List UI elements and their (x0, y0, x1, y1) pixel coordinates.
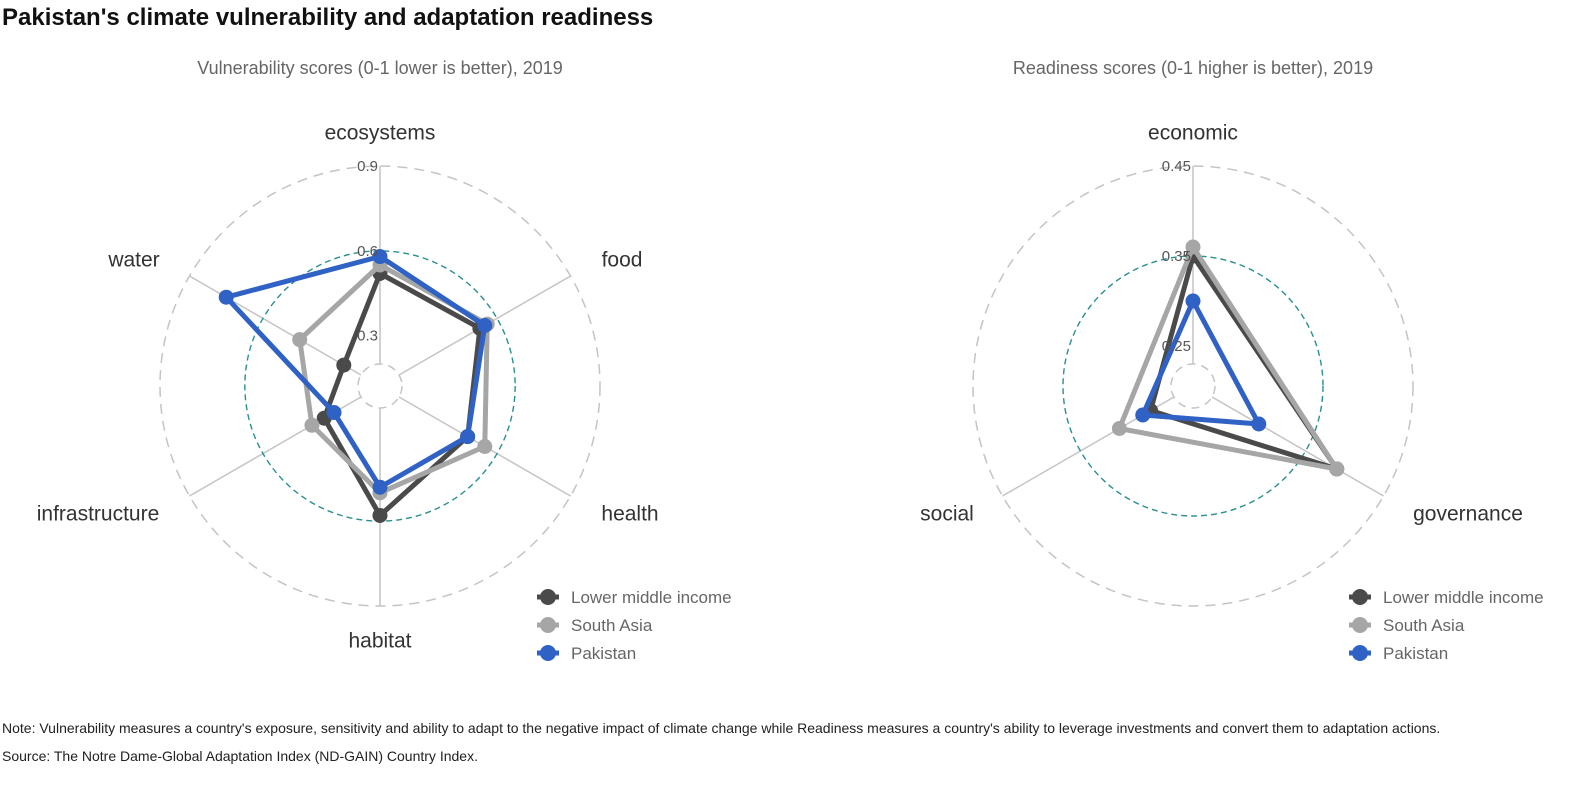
vulnerability-axis-label-habitat: habitat (348, 630, 411, 653)
readiness-spoke-governance (1211, 396, 1384, 497)
vulnerability-point-pakistan-ecosystems (372, 249, 388, 265)
vulnerability-point-pakistan-health (460, 429, 476, 445)
vulnerability-outer-circle (159, 165, 601, 607)
vulnerability-point-lower-middle-income-habitat (372, 507, 388, 523)
vulnerability-point-pakistan-habitat (372, 479, 388, 495)
legend-swatch-pakistan (1352, 645, 1368, 661)
vulnerability-tick-label: 0.3 (357, 328, 378, 345)
readiness-point-pakistan-governance (1251, 416, 1267, 432)
readiness-point-south-asia-social (1111, 421, 1127, 436)
vulnerability-tick-label: 0.9 (357, 158, 378, 175)
readiness-inner-circle (1170, 363, 1216, 409)
legend-label-south-asia: South Asia (571, 616, 653, 635)
vulnerability-chart-title: Vulnerability scores (0-1 lower is bette… (197, 58, 563, 78)
page-title: Pakistan's climate vulnerability and ada… (2, 4, 654, 31)
vulnerability-point-south-asia-health (477, 439, 493, 454)
note-text: Note: Vulnerability measures a country's… (2, 720, 1441, 736)
vulnerability-point-pakistan-infrastructure (326, 405, 342, 421)
readiness-series-south-asia (1116, 244, 1340, 472)
readiness-chart-title: Readiness scores (0-1 higher is better),… (1012, 58, 1374, 78)
readiness-tick-label: 0.25 (1162, 338, 1191, 355)
legend-swatch-lower-middle-income (1352, 589, 1368, 605)
vulnerability-spoke-water (189, 275, 362, 376)
readiness-outer-circle (972, 165, 1414, 607)
readiness-radar: 0.25 0.35 0.45 economic governance social Lowe… (920, 122, 1543, 663)
readiness-point-south-asia-economic (1185, 239, 1201, 255)
vulnerability-point-pakistan-food (477, 318, 493, 333)
readiness-tick-label: 0.35 (1162, 248, 1191, 265)
readiness-series-pakistan (1140, 298, 1262, 427)
vulnerability-series-south-asia (297, 262, 490, 496)
legend-swatch-pakistan (540, 645, 556, 661)
vulnerability-tick-label: 0.6 (357, 243, 378, 260)
legend-swatch-lower-middle-income (540, 589, 556, 605)
vulnerability-point-south-asia-water (292, 332, 308, 348)
legend-label-lower-middle-income: Lower middle income (571, 588, 732, 607)
legend-label-pakistan: Pakistan (1383, 644, 1448, 663)
legend-swatch-south-asia (540, 617, 556, 633)
readiness-point-south-asia-governance (1329, 461, 1345, 477)
legend-label-lower-middle-income: Lower middle income (1383, 588, 1544, 607)
vulnerability-point-lower-middle-income-water (336, 357, 352, 373)
vulnerability-axis-label-water: water (107, 249, 159, 272)
legend-swatch-south-asia (1352, 617, 1368, 633)
readiness-point-pakistan-economic (1185, 293, 1201, 309)
readiness-legend: Lower middle income South Asia Pakistan (1349, 588, 1544, 663)
vulnerability-radar: 0.3 0.6 0.9 ecosystems food health habitat infr… (37, 122, 732, 663)
vulnerability-axis-label-food: food (602, 249, 643, 272)
readiness-tick-label: 0.45 (1162, 158, 1191, 175)
vulnerability-inner-circle (357, 363, 403, 409)
legend-label-pakistan: Pakistan (571, 644, 636, 663)
vulnerability-axis-label-ecosystems: ecosystems (325, 122, 436, 145)
vulnerability-axis-label-health: health (601, 503, 658, 526)
readiness-point-pakistan-social (1135, 407, 1151, 423)
readiness-axis-label-economic: economic (1148, 122, 1238, 145)
readiness-axis-label-governance: governance (1413, 503, 1523, 526)
vulnerability-point-south-asia-infrastructure (304, 417, 320, 433)
source-text: Source: The Notre Dame-Global Adaptation… (2, 748, 478, 764)
vulnerability-point-pakistan-water (218, 289, 234, 305)
legend-label-south-asia: South Asia (1383, 616, 1465, 635)
vulnerability-legend: Lower middle income South Asia Pakistan (537, 588, 732, 663)
vulnerability-axis-label-infrastructure: infrastructure (37, 503, 160, 526)
readiness-axis-label-social: social (920, 503, 974, 526)
